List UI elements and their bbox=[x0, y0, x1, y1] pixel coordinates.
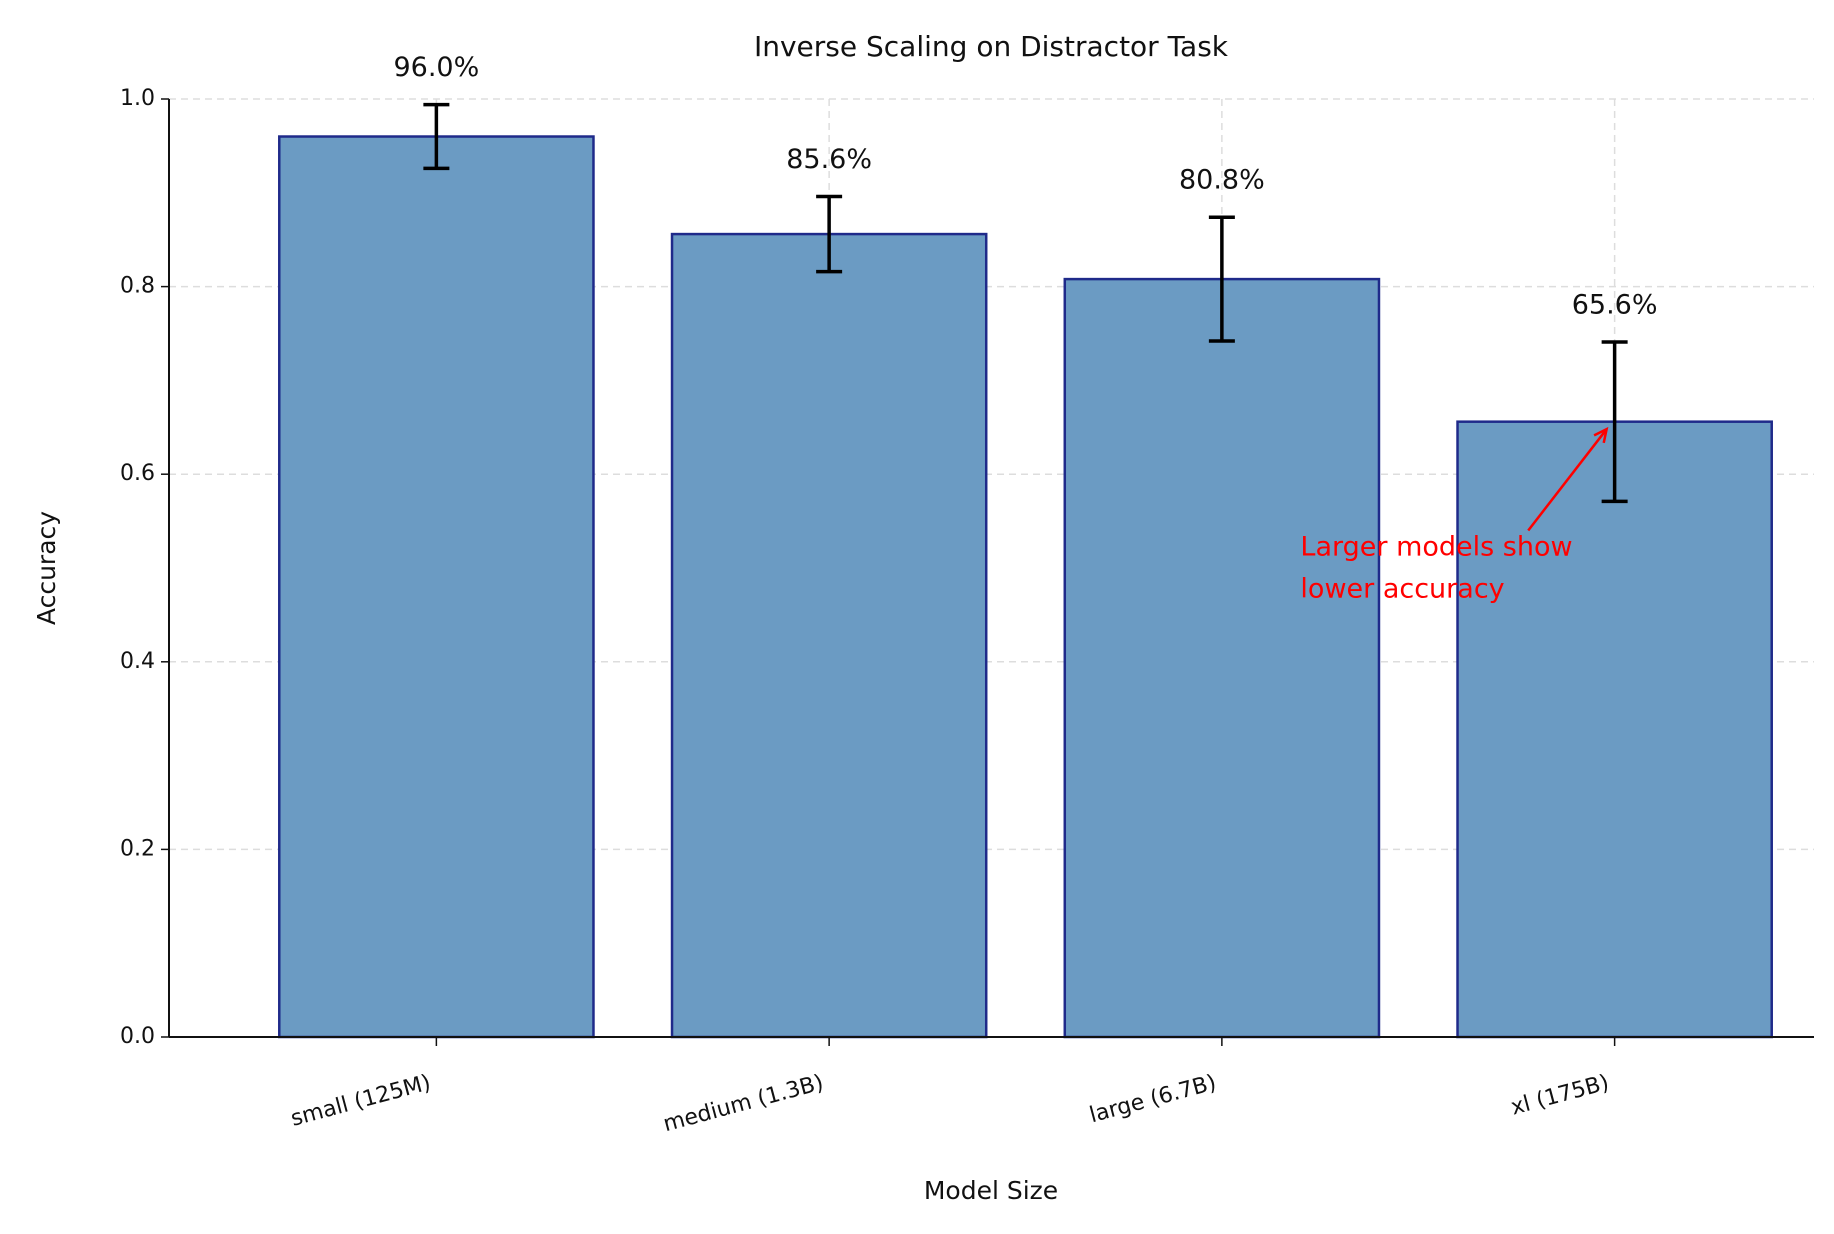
error-bar bbox=[1208, 215, 1235, 343]
bar bbox=[1456, 420, 1773, 1039]
annotation: Larger models show bbox=[1300, 532, 1572, 563]
y-tick-label: 0.8 bbox=[120, 274, 155, 299]
y-tick-label: 0.2 bbox=[120, 836, 155, 861]
y-axis-label: Accuracy bbox=[32, 511, 61, 625]
bar bbox=[1063, 277, 1381, 1039]
value-label: 96.0% bbox=[393, 52, 479, 83]
error-bar bbox=[816, 194, 843, 274]
y-tick-label: 1.0 bbox=[120, 86, 155, 111]
y-tick-label: 0.4 bbox=[120, 649, 155, 674]
chart-title: Inverse Scaling on Distractor Task bbox=[754, 30, 1229, 63]
annotation: lower accuracy bbox=[1300, 574, 1504, 605]
error-bar bbox=[423, 102, 450, 171]
x-tick-label: medium (1.3B) bbox=[661, 1070, 827, 1137]
annotation-arrowhead bbox=[1593, 426, 1609, 444]
x-tick-label: xl (175B) bbox=[1508, 1070, 1611, 1120]
value-label: 85.6% bbox=[786, 144, 872, 175]
bar bbox=[670, 232, 988, 1039]
error-bar bbox=[1601, 340, 1628, 504]
bar bbox=[278, 135, 595, 1039]
annotation-arrow bbox=[1527, 428, 1608, 532]
y-tick-label: 0.0 bbox=[120, 1024, 155, 1049]
x-tick-label: small (125M) bbox=[288, 1070, 433, 1131]
x-tick-label: large (6.7B) bbox=[1087, 1070, 1219, 1128]
x-axis-label: Model Size bbox=[924, 1176, 1058, 1205]
y-tick-label: 0.6 bbox=[120, 461, 155, 486]
value-label: 80.8% bbox=[1179, 165, 1265, 196]
value-label: 65.6% bbox=[1572, 289, 1658, 320]
